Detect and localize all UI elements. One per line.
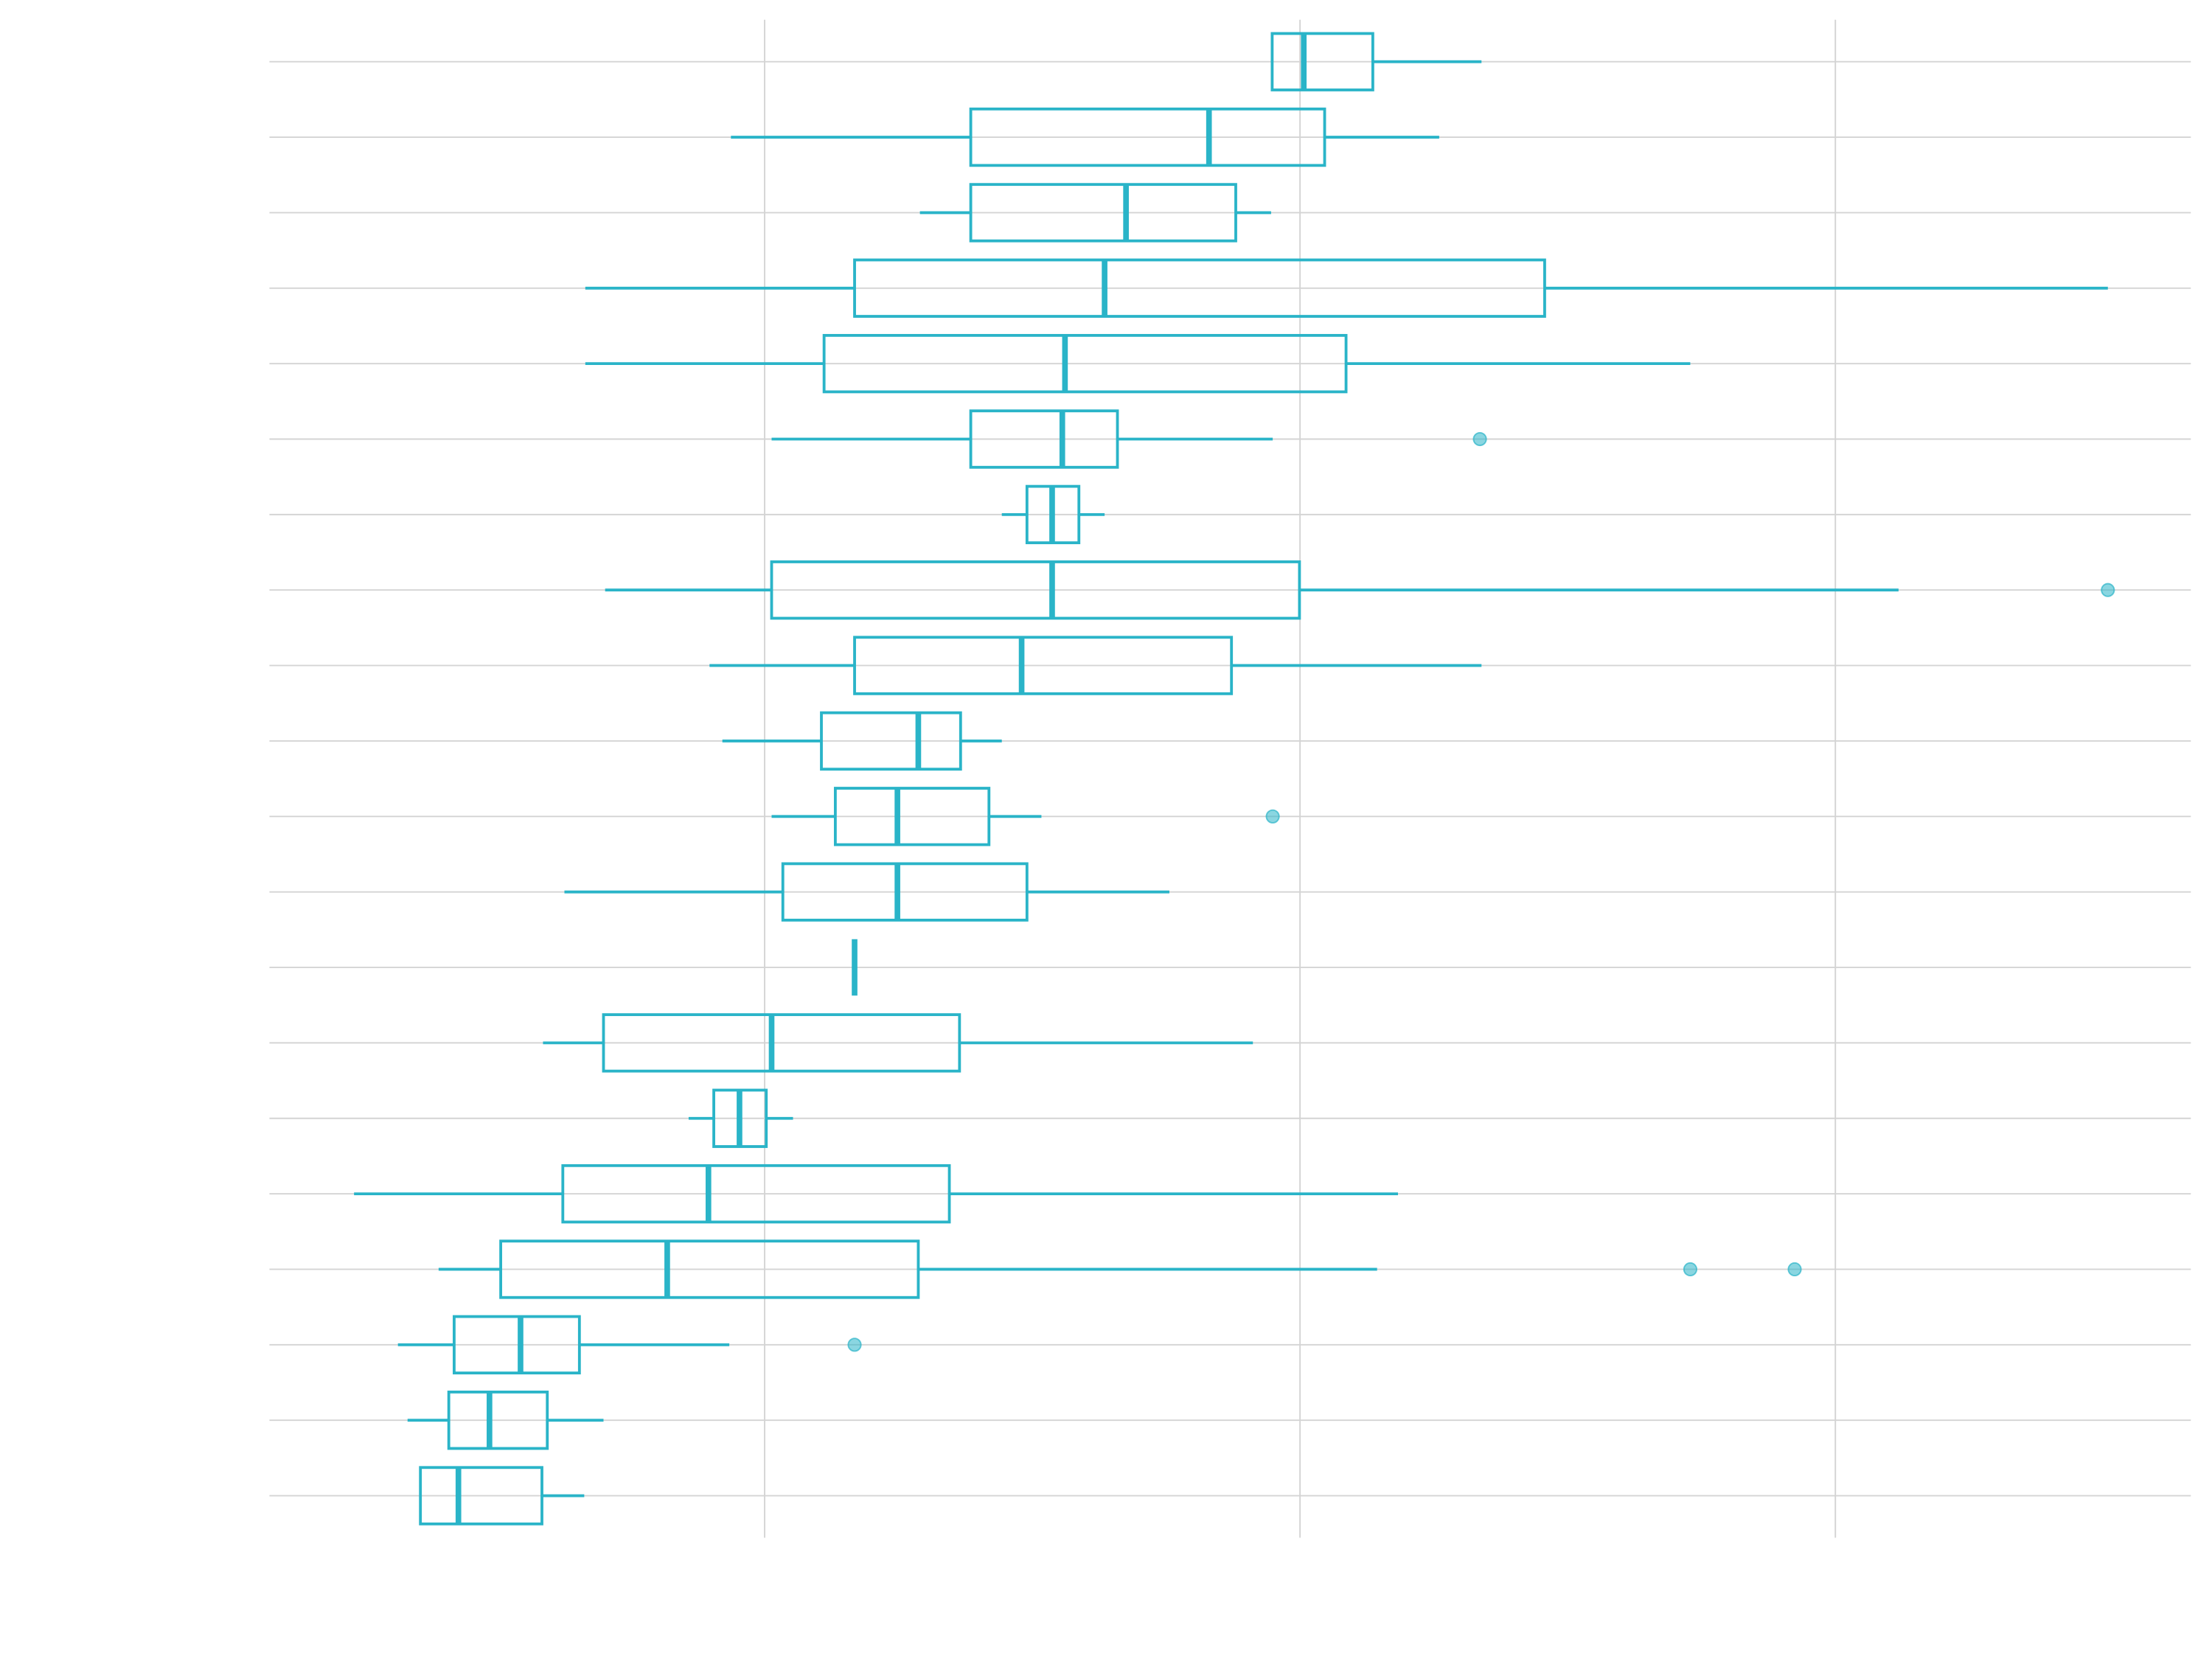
box (453, 1315, 581, 1374)
box (822, 333, 1348, 394)
box (561, 1164, 951, 1224)
box (499, 1239, 920, 1299)
box (419, 1466, 543, 1526)
box (602, 1013, 961, 1073)
outlier (1265, 809, 1280, 824)
outlier (1683, 1262, 1697, 1277)
outlier (1787, 1262, 1802, 1277)
box (969, 107, 1326, 167)
outlier (1472, 431, 1487, 447)
box (781, 862, 1029, 922)
box (853, 636, 1234, 695)
box (770, 560, 1301, 620)
box (447, 1391, 549, 1450)
outlier (2101, 582, 2115, 597)
box (833, 787, 991, 846)
outlier (847, 1338, 862, 1352)
box (853, 258, 1546, 318)
box (969, 183, 1237, 243)
box (969, 409, 1119, 469)
box (820, 711, 962, 771)
box (1270, 32, 1374, 91)
